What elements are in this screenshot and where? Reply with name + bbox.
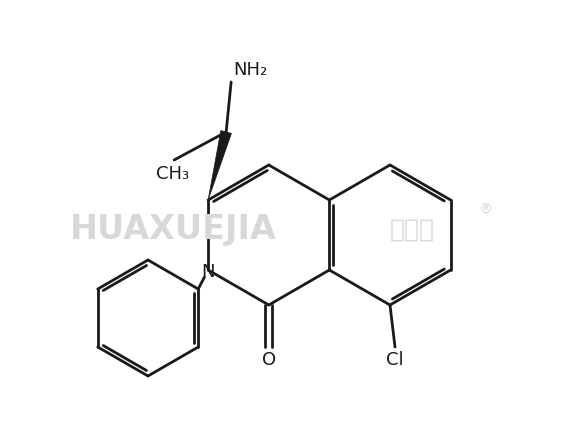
Text: ®: ®: [478, 203, 492, 217]
Text: O: O: [262, 351, 276, 369]
Text: CH₃: CH₃: [156, 165, 189, 183]
Polygon shape: [208, 131, 231, 200]
Text: NH₂: NH₂: [233, 61, 267, 79]
Text: HUAXUEJIA: HUAXUEJIA: [70, 213, 277, 246]
Text: N: N: [201, 263, 215, 281]
Text: 化学加: 化学加: [390, 218, 435, 242]
Text: Cl: Cl: [386, 351, 404, 369]
